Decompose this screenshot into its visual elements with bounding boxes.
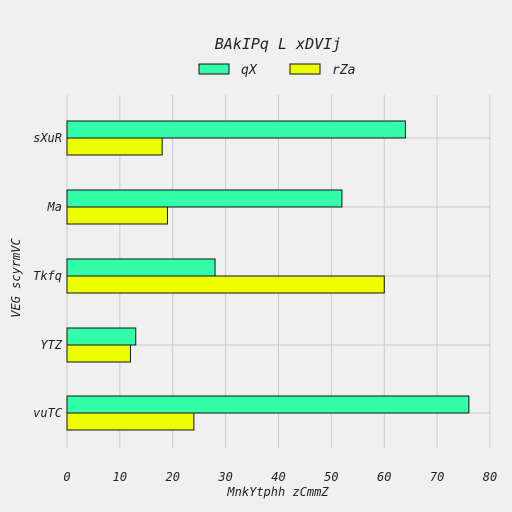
- x-tick-label: 80: [483, 470, 497, 484]
- bar-qX-Tkfq: [66, 258, 216, 277]
- x-tick-label: 0: [63, 470, 70, 484]
- bar-qX-Ma: [66, 189, 343, 208]
- x-tick-label: 70: [430, 470, 444, 484]
- y-tick-label: vuTC: [33, 406, 63, 420]
- chart-title: BAkIPq L xDVIj: [215, 35, 341, 53]
- y-tick-label: sXuR: [33, 131, 62, 145]
- legend-swatch: [289, 63, 321, 75]
- y-tick-label: Tkfq: [33, 269, 62, 283]
- bar-qX-vuTC: [66, 395, 470, 414]
- x-axis-label: MnkYtphh zCmmZ: [226, 485, 329, 499]
- bars: [66, 120, 470, 431]
- x-tick-label: 20: [166, 470, 180, 484]
- x-tick-labels: 0 10 20 30 40 50 60 70 80: [63, 470, 497, 484]
- legend-swatch: [198, 63, 230, 75]
- x-tick-label: 10: [113, 470, 127, 484]
- y-axis-label: VEG scyrmVC: [9, 237, 23, 317]
- x-tick-label: 30: [217, 470, 232, 484]
- y-tick-label: YTZ: [40, 338, 62, 352]
- bar-qX-sXuR: [66, 120, 406, 139]
- bar-qX-YTZ: [66, 327, 137, 346]
- bar-rZa-YTZ: [66, 344, 131, 363]
- bar-rZa-vuTC: [66, 412, 195, 431]
- bar-rZa-sXuR: [66, 137, 163, 156]
- bar-rZa-Tkfq: [66, 275, 385, 294]
- legend: qX rZa: [198, 63, 355, 78]
- x-tick-label: 60: [377, 470, 391, 484]
- y-tick-labels: sXuR Ma Tkfq YTZ vuTC: [33, 131, 63, 420]
- y-tick-label: Ma: [47, 200, 62, 214]
- bar-rZa-Ma: [66, 206, 168, 225]
- legend-label: rZa: [332, 63, 355, 78]
- x-tick-label: 50: [324, 470, 338, 484]
- x-tick-label: 40: [271, 470, 285, 484]
- legend-label: qX: [241, 63, 258, 78]
